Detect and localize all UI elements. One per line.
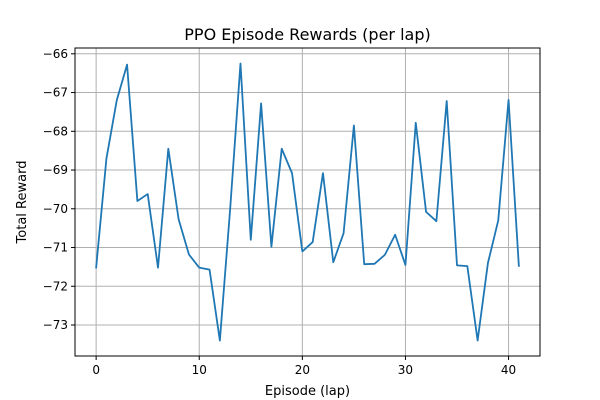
series-layer	[95, 62, 520, 342]
grid-lines	[75, 48, 540, 356]
y-axis-label: Total Reward	[15, 161, 30, 245]
y-tick-label: −70	[43, 202, 68, 216]
y-tick-label: −66	[43, 47, 68, 61]
chart-title: PPO Episode Rewards (per lap)	[184, 25, 430, 44]
x-tick-label: 30	[398, 363, 413, 377]
y-tick-label: −67	[43, 86, 68, 100]
y-tick-label: −71	[43, 241, 68, 255]
x-tick-label: 0	[92, 363, 100, 377]
series-line	[95, 62, 520, 342]
axis-ticks: 0 10 20 30 40 −66 −67 −68 −69 −70 −71 −72 −73	[43, 47, 517, 377]
x-tick-label: 20	[295, 363, 310, 377]
y-tick-label: −73	[43, 318, 68, 332]
x-tick-label: 40	[501, 363, 516, 377]
plot-frame	[74, 47, 541, 357]
y-tick-label: −72	[43, 279, 68, 293]
x-tick-label: 10	[192, 363, 207, 377]
y-tick-label: −68	[43, 124, 68, 138]
x-axis-label: Episode (lap)	[265, 384, 350, 399]
y-tick-label: −69	[43, 163, 68, 177]
